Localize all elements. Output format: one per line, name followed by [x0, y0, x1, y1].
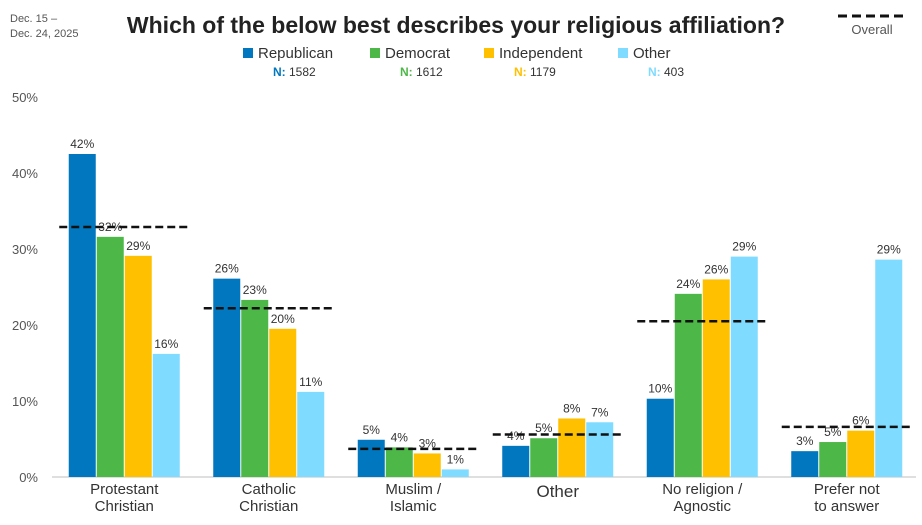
bar-value-label: 8%: [563, 401, 581, 415]
chart-title: Which of the below best describes your r…: [127, 12, 785, 38]
bar: [441, 469, 469, 477]
bar: [152, 353, 180, 477]
y-tick-label: 40%: [12, 166, 38, 181]
bar-value-label: 5%: [363, 423, 381, 437]
legend-swatch: [243, 48, 253, 58]
bar-value-label: 4%: [507, 429, 525, 443]
bar: [730, 256, 758, 477]
bar-value-label: 20%: [271, 312, 295, 326]
bar: [68, 154, 96, 477]
bar-value-label: 1%: [447, 452, 465, 466]
bar: [385, 447, 413, 477]
x-category-label: Muslim / Islamic: [385, 481, 442, 515]
x-category-label: Protestant Christian: [90, 481, 159, 515]
overall-legend-label: Overall: [851, 22, 892, 37]
bar-value-label: 42%: [70, 137, 94, 151]
bar-value-label: 5%: [824, 425, 842, 439]
bar: [502, 445, 530, 477]
bar-value-label: 26%: [704, 262, 728, 276]
bar-value-label: 10%: [648, 382, 672, 396]
bar-value-label: 23%: [243, 283, 267, 297]
date-range-line-2: Dec. 24, 2025: [10, 28, 79, 40]
bar-value-label: 24%: [676, 277, 700, 291]
legend-swatch: [370, 48, 380, 58]
y-tick-label: 50%: [12, 90, 38, 105]
x-category-label: Prefer not to answer: [814, 481, 881, 515]
x-category-label: Catholic Christian: [239, 481, 298, 515]
y-tick-label: 30%: [12, 242, 38, 257]
bar-value-label: 26%: [215, 262, 239, 276]
bar-value-label: 3%: [419, 436, 437, 450]
legend-label: Democrat: [385, 45, 451, 62]
bar: [241, 299, 269, 477]
bar: [413, 453, 441, 477]
bar-value-label: 5%: [535, 421, 553, 435]
bar-value-label: 7%: [591, 405, 609, 419]
bar-value-label: 29%: [877, 243, 901, 257]
bar: [586, 422, 614, 477]
bar-value-label: 6%: [852, 414, 870, 428]
bar: [96, 236, 124, 477]
bar: [674, 293, 702, 477]
bar: [791, 451, 819, 477]
y-tick-label: 20%: [12, 318, 38, 333]
bar: [702, 279, 730, 477]
bar: [875, 259, 903, 477]
bar-value-label: 4%: [391, 430, 409, 444]
bar-value-label: 29%: [126, 239, 150, 253]
bar-value-label: 11%: [299, 375, 322, 389]
y-tick-label: 0%: [19, 470, 38, 485]
bars: 42%32%29%16%26%23%20%11%5%4% 3%1%4%5%8% 7%…: [68, 137, 903, 477]
bar-value-label: 3%: [796, 434, 814, 448]
x-category-label: No religion / Agnostic: [662, 481, 743, 515]
legend-swatch: [484, 48, 494, 58]
bar: [124, 255, 152, 477]
x-category-label: Other: [536, 482, 579, 501]
legend-label: Other: [633, 45, 671, 62]
legend-label: Independent: [499, 45, 583, 62]
legend-label: Republican: [258, 45, 333, 62]
legend-n-count: N: 1179: [514, 65, 556, 79]
bar: [297, 391, 325, 477]
bar: [213, 278, 241, 477]
bar: [269, 328, 297, 477]
bar: [819, 442, 847, 477]
legend-n-count: N: 1582: [273, 65, 316, 79]
x-axis-labels: Protestant Christian Catholic Christian Musl…: [90, 481, 880, 515]
legend-n-count: N: 1612: [400, 65, 443, 79]
bar: [558, 418, 586, 477]
overall-lines: [59, 225, 912, 451]
date-range-line-1: Dec. 15 –: [10, 13, 58, 25]
legend: Republican N: 1582 Democrat N: 1612 Independ…: [243, 45, 684, 79]
bar: [357, 439, 385, 477]
y-tick-label: 10%: [12, 394, 38, 409]
bar: [646, 398, 674, 477]
bar: [847, 430, 875, 477]
bar: [530, 438, 558, 477]
y-axis: 0% 10% 20% 30% 40% 50%: [12, 90, 38, 485]
legend-n-count: N: 403: [648, 65, 684, 79]
bar-value-label: 29%: [732, 240, 756, 254]
legend-swatch: [618, 48, 628, 58]
bar-value-label: 16%: [154, 337, 178, 351]
